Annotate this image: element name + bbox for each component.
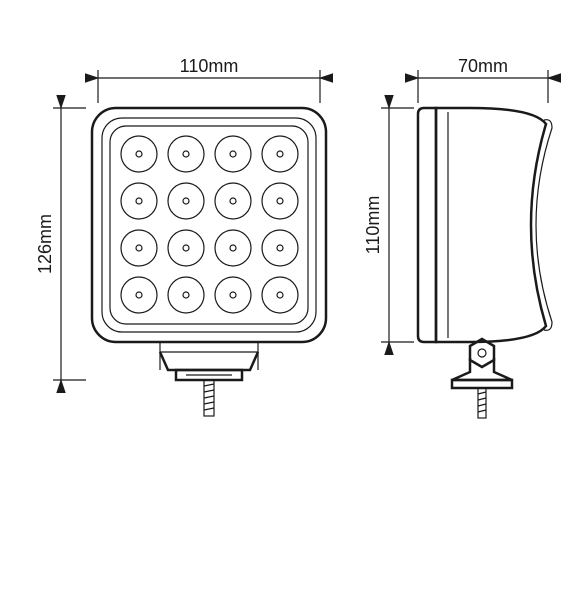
dimension-front-height: 126mm bbox=[35, 108, 86, 380]
dimension-drawing: 110mm 126mm bbox=[0, 0, 585, 600]
side-mount-bracket bbox=[452, 339, 512, 418]
led-cell bbox=[262, 136, 298, 172]
led-cell bbox=[262, 183, 298, 219]
led-cell bbox=[215, 183, 251, 219]
led-cell bbox=[168, 136, 204, 172]
side-depth-label: 70mm bbox=[458, 56, 508, 76]
front-outer-housing bbox=[92, 108, 326, 342]
led-cell bbox=[168, 277, 204, 313]
led-grid bbox=[121, 136, 298, 313]
dimension-side-depth: 70mm bbox=[418, 56, 548, 103]
front-height-label: 126mm bbox=[35, 214, 55, 274]
front-width-label: 110mm bbox=[180, 56, 239, 76]
side-body bbox=[418, 108, 552, 342]
led-cell bbox=[215, 230, 251, 266]
led-cell bbox=[121, 277, 157, 313]
front-view: 110mm 126mm bbox=[35, 56, 326, 416]
front-mid-bezel bbox=[102, 118, 316, 332]
led-cell bbox=[168, 230, 204, 266]
dimension-side-height: 110mm bbox=[363, 108, 414, 342]
led-cell bbox=[121, 230, 157, 266]
front-mount-bolt bbox=[204, 380, 214, 416]
side-view: 70mm 110mm bbox=[363, 56, 552, 418]
led-cell bbox=[168, 183, 204, 219]
front-mount-bracket bbox=[160, 342, 258, 416]
side-pivot-bolt bbox=[470, 339, 494, 367]
led-cell bbox=[262, 277, 298, 313]
led-cell bbox=[262, 230, 298, 266]
side-mount-bolt bbox=[478, 388, 486, 418]
dimension-front-width: 110mm bbox=[98, 56, 320, 103]
side-height-label: 110mm bbox=[363, 196, 383, 255]
led-cell bbox=[121, 136, 157, 172]
led-cell bbox=[215, 136, 251, 172]
led-cell bbox=[215, 277, 251, 313]
led-cell bbox=[121, 183, 157, 219]
